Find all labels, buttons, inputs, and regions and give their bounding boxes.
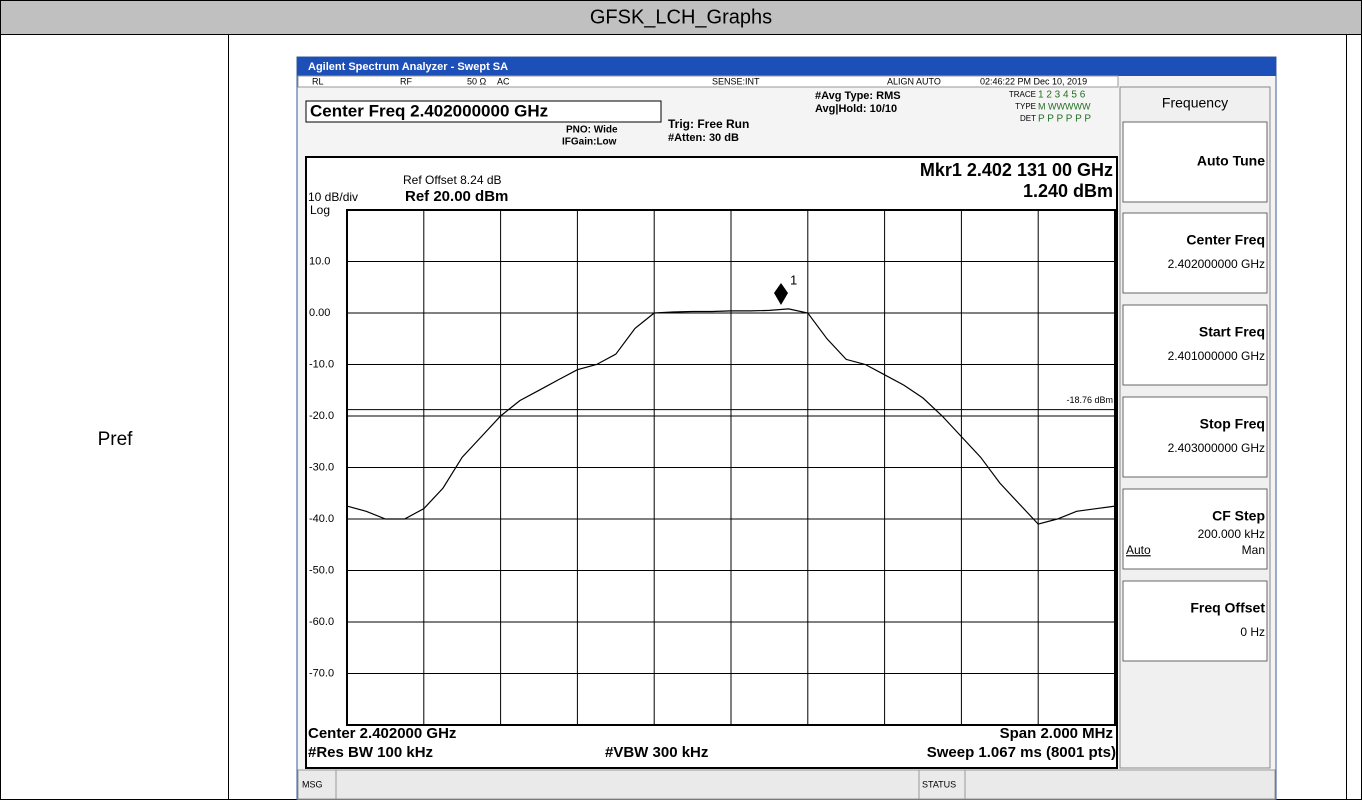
ifgain: IFGain:Low — [562, 137, 617, 148]
softkey[interactable] — [1122, 580, 1268, 662]
trace — [346, 308, 1116, 525]
avg-type: #Avg Type: RMS — [815, 90, 901, 102]
center-label: Center 2.402000 GHz — [308, 725, 456, 742]
softkeys: Auto Tune Center Freq 2.402000000 GHz Start… — [1122, 121, 1268, 662]
center-freq: Center Freq 2.402000000 GHz — [310, 101, 548, 120]
softkey-label: Freq Offset — [1190, 600, 1265, 616]
plot: 10.0 0.00 -10.0 -20.0 -30.0 -40.0 -50.0 -60.0 -7… — [309, 210, 1116, 725]
det-vals: P P P P P P — [1038, 114, 1091, 125]
ref-offset: Ref Offset 8.24 dB — [403, 173, 502, 187]
softkey-label: Stop Freq — [1200, 416, 1265, 432]
marker-id: 1 — [790, 272, 797, 287]
softkey-value: 2.403000000 GHz — [1168, 441, 1265, 455]
marker-diamond — [774, 283, 788, 305]
sweep-label: Sweep 1.067 ms (8001 pts) — [927, 744, 1116, 761]
trig: Trig: Free Run — [668, 117, 749, 131]
y-tick-label: -20.0 — [309, 410, 334, 422]
y-tick-label: -30.0 — [309, 461, 334, 473]
status-bar — [297, 769, 1276, 800]
scale-type: Log — [310, 203, 330, 217]
display-line-label: -18.76 dBm — [1066, 395, 1113, 405]
trace-label: TRACE — [1009, 90, 1036, 99]
status-datetime: 02:46:22 PM Dec 10, 2019 — [980, 76, 1087, 86]
softkey-value: 0 Hz — [1240, 625, 1265, 639]
status-row — [297, 75, 1119, 88]
msg-label: MSG — [302, 779, 323, 789]
softkey-value: 2.401000000 GHz — [1168, 349, 1265, 363]
y-tick-label: -70.0 — [309, 667, 334, 679]
y-tick-label: -10.0 — [309, 358, 334, 370]
marker-label: Mkr1 2.402 131 00 GHz — [920, 160, 1113, 180]
title-bar — [297, 57, 1276, 76]
rbw-label: #Res BW 100 kHz — [308, 744, 433, 761]
y-tick-label: 0.00 — [309, 307, 330, 319]
softkey[interactable] — [1122, 121, 1268, 203]
softkey-label: Center Freq — [1186, 232, 1265, 248]
ref-level: Ref 20.00 dBm — [405, 188, 508, 205]
status-impedance: 50 Ω — [467, 76, 487, 86]
type-vals: M WWWWW — [1038, 101, 1091, 111]
avg-hold: Avg|Hold: 10/10 — [815, 103, 897, 115]
softkey[interactable] — [1122, 212, 1268, 294]
softkey-option: Man — [1242, 543, 1265, 557]
table-title: GFSK_LCH_Graphs — [590, 6, 772, 28]
softkey-label: Auto Tune — [1197, 153, 1265, 169]
row-label: Pref — [98, 429, 134, 450]
softkey-value: 200.000 kHz — [1198, 527, 1265, 541]
pno: PNO: Wide — [566, 125, 618, 136]
softkey[interactable] — [1122, 488, 1268, 570]
center-freq-box — [305, 100, 662, 123]
softkey[interactable] — [1122, 396, 1268, 478]
softkey[interactable] — [1122, 304, 1268, 386]
marker-value: 1.240 dBm — [1023, 181, 1113, 201]
type-label: TYPE — [1015, 102, 1036, 111]
status-label: STATUS — [922, 779, 956, 789]
trace-nums: 1 2 3 4 5 6 — [1038, 90, 1086, 101]
atten: #Atten: 30 dB — [668, 132, 739, 144]
y-tick-label: -50.0 — [309, 564, 334, 576]
span-label: Span 2.000 MHz — [1000, 725, 1113, 742]
status-sense: SENSE:INT — [712, 76, 760, 86]
softkey-label: Start Freq — [1199, 324, 1265, 340]
vbw-label: #VBW 300 kHz — [605, 744, 708, 761]
status-rl: RL — [312, 76, 324, 86]
y-tick-label: -60.0 — [309, 616, 334, 628]
header-cell — [1, 1, 1361, 34]
det-label: DET — [1020, 114, 1036, 123]
softkey-option: Auto — [1126, 543, 1151, 557]
softkey-value: 2.402000000 GHz — [1168, 257, 1265, 271]
status-align: ALIGN AUTO — [887, 76, 941, 86]
status-rf: RF — [400, 76, 412, 86]
softkey-label: CF Step — [1212, 508, 1265, 524]
window-title: Agilent Spectrum Analyzer - Swept SA — [308, 61, 508, 73]
softkey-menu: Frequency — [1162, 95, 1228, 111]
y-tick-label: -40.0 — [309, 513, 334, 525]
status-coupling: AC — [497, 76, 510, 86]
y-tick-label: 10.0 — [309, 255, 330, 267]
scale: 10 dB/div — [308, 190, 358, 204]
